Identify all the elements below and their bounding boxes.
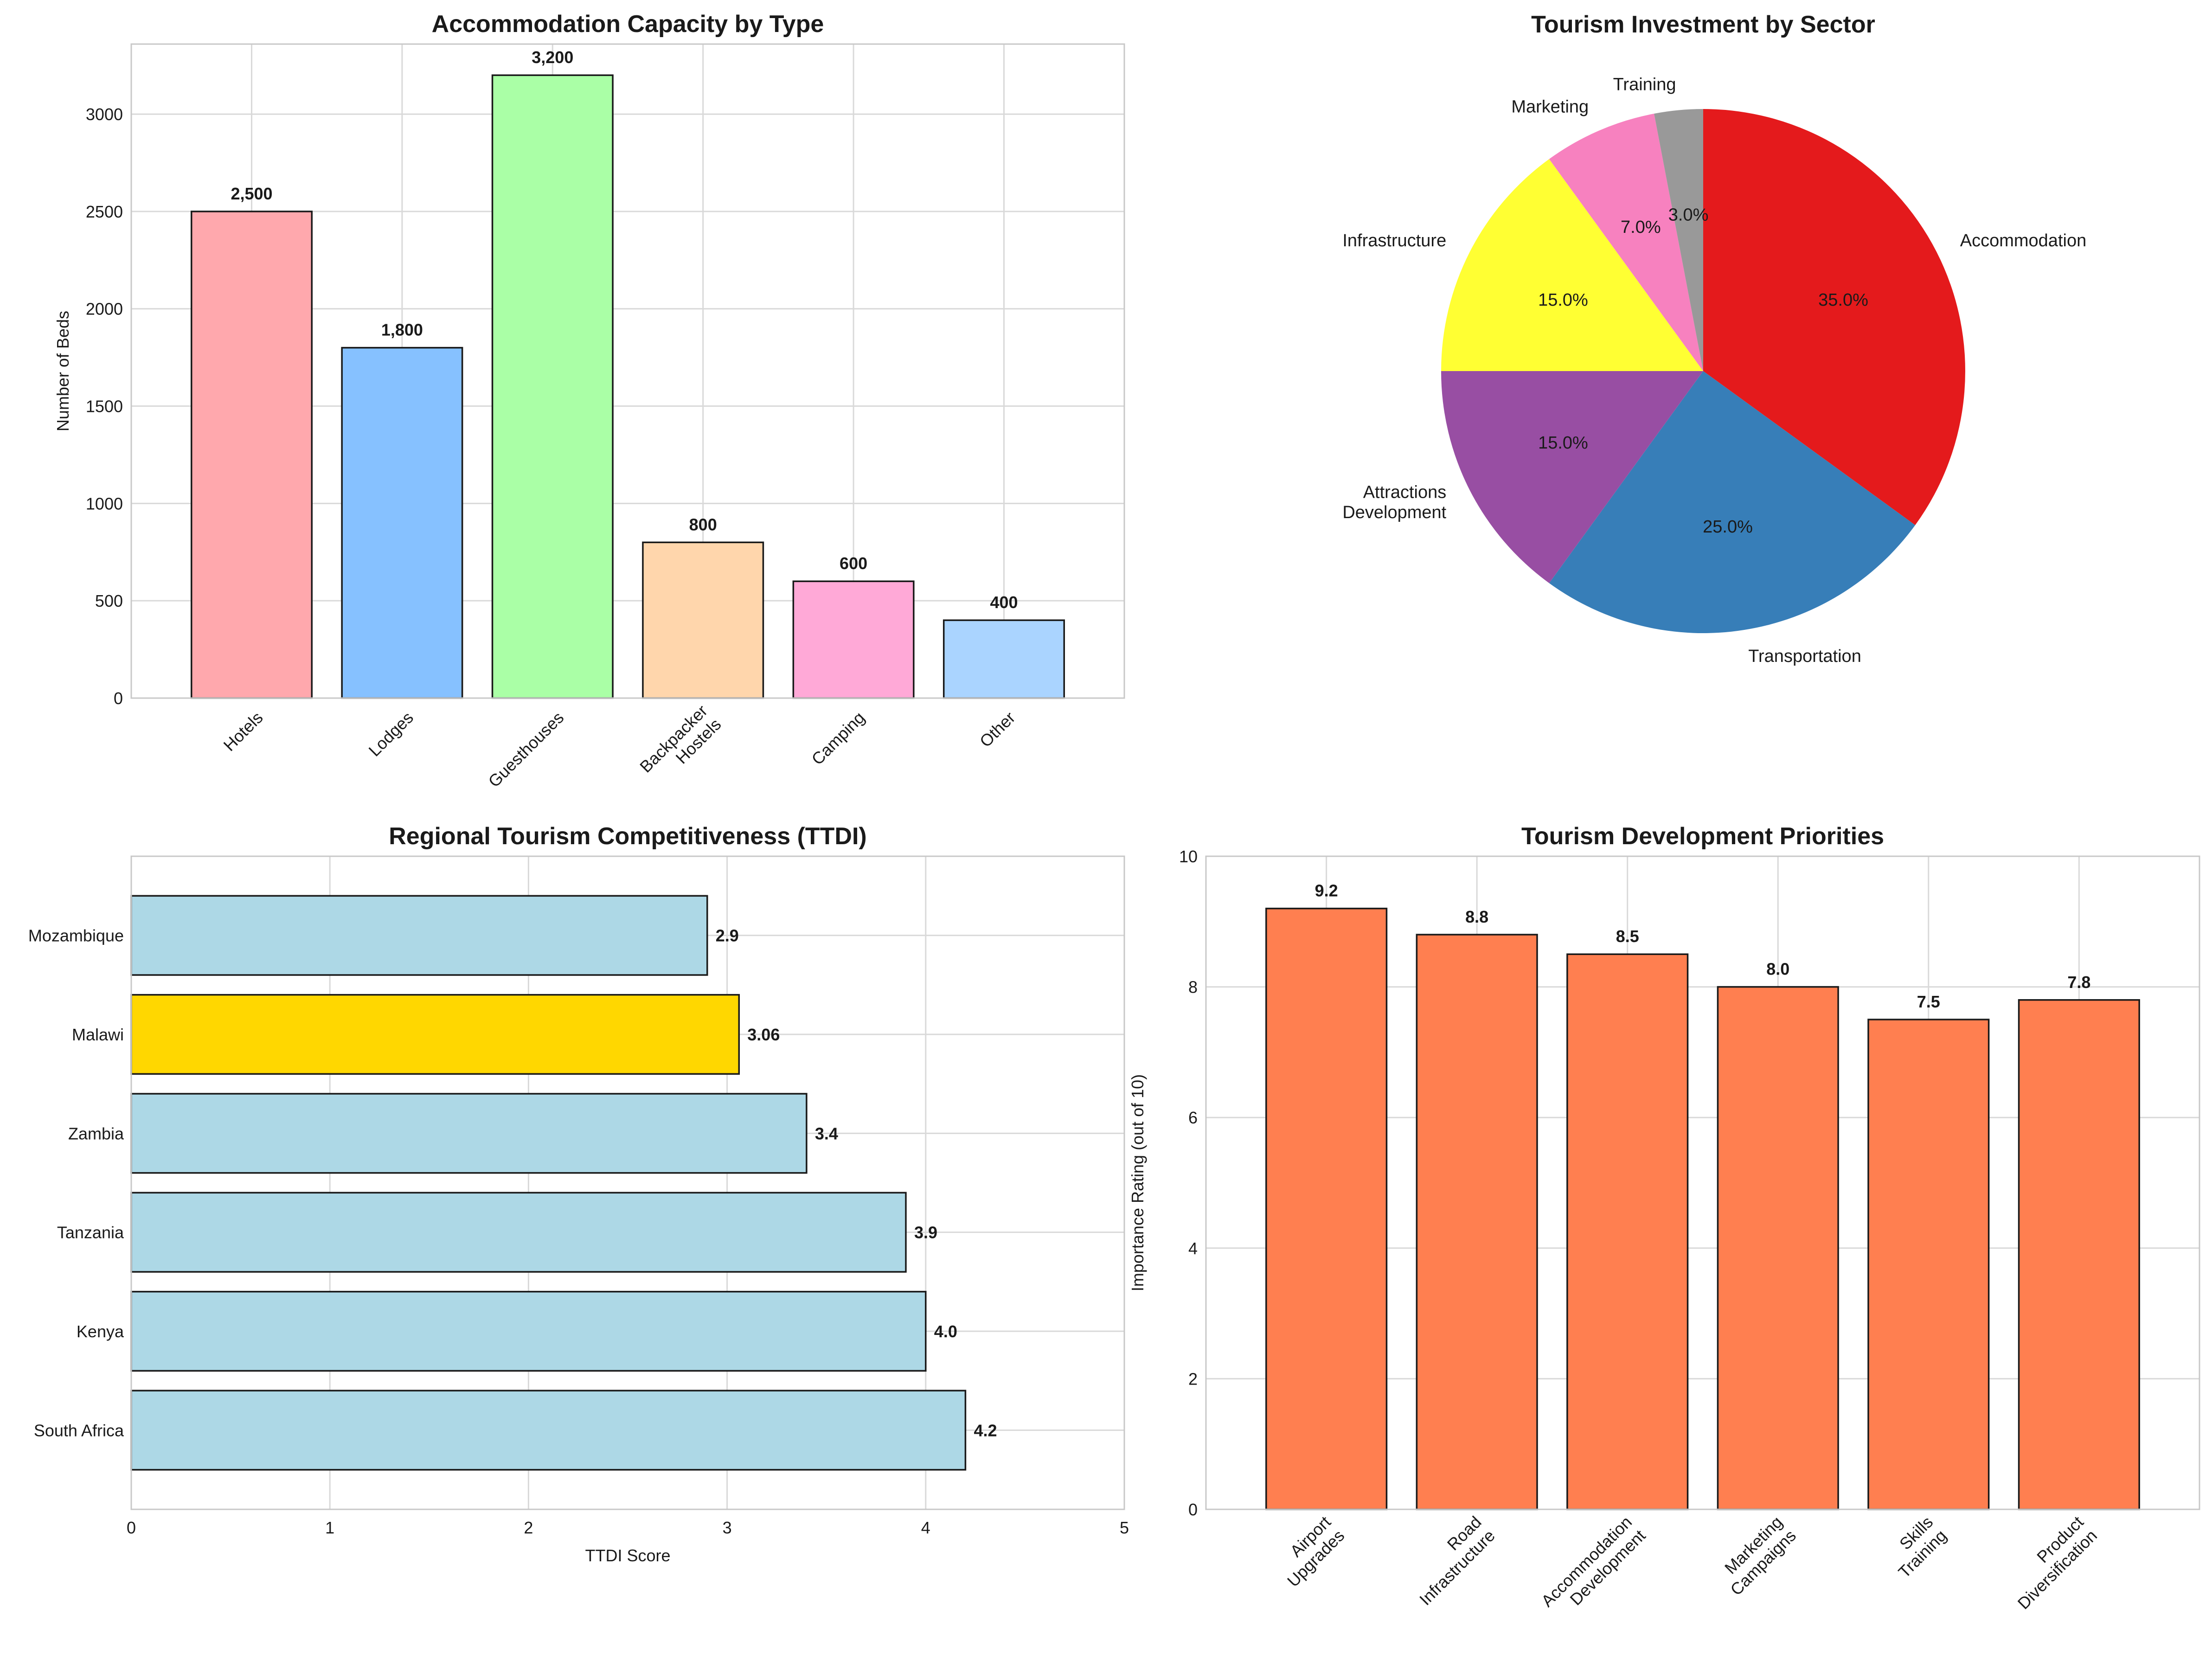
slice-label: Infrastructure <box>1342 231 1446 250</box>
bar-value-label: 2.9 <box>716 926 739 945</box>
x-tick-label: 2 <box>524 1518 533 1537</box>
bar-south-africa <box>130 1390 967 1471</box>
slice-label: Attractions Development <box>1342 482 1446 522</box>
bar-value-label: 7.8 <box>2067 973 2090 992</box>
x-tick-label: 1 <box>325 1518 334 1537</box>
y-tick-label: Zambia <box>68 1124 124 1143</box>
y-tick-label: 2 <box>1188 1369 1198 1388</box>
bar-value-label: 1,800 <box>381 321 423 340</box>
bar-value-label: 4.2 <box>974 1421 997 1440</box>
x-tick-label: 5 <box>1120 1518 1129 1537</box>
bar-kenya <box>130 1290 927 1372</box>
bar-camping <box>792 580 915 699</box>
bar-value-label: 400 <box>990 593 1018 612</box>
bar-product-diversification <box>2018 999 2140 1510</box>
bar-value-label: 7.5 <box>1917 992 1940 1011</box>
y-tick-label: 1000 <box>86 494 123 513</box>
y-tick-label: 8 <box>1188 978 1198 997</box>
bar-marketing-campaigns <box>1717 986 1839 1510</box>
bar-value-label: 3.4 <box>815 1124 838 1143</box>
x-tick-label: 3 <box>723 1518 732 1537</box>
slice-label: Transportation <box>1748 647 1861 666</box>
chart-title: Regional Tourism Competitiveness (TTDI) <box>389 823 866 850</box>
slice-label: Accommodation <box>1960 231 2086 250</box>
slice-label: Training <box>1613 75 1676 94</box>
bar-value-label: 600 <box>840 554 867 573</box>
y-tick-label: Malawi <box>72 1025 124 1044</box>
y-tick-label: 3000 <box>86 105 123 124</box>
slice-transportation <box>1549 371 1916 633</box>
y-axis-label: Importance Rating (out of 10) <box>1128 1074 1147 1291</box>
slice-percent-label: 7.0% <box>1621 218 1661 237</box>
y-tick-label: 2500 <box>86 202 123 221</box>
y-tick-label: 0 <box>114 689 123 708</box>
slice-label: Marketing <box>1511 97 1589 117</box>
y-tick-label: Tanzania <box>57 1223 124 1242</box>
bar-hotels <box>191 211 313 699</box>
slice-percent-label: 15.0% <box>1538 290 1588 310</box>
bar-road-infrastructure <box>1416 934 1538 1510</box>
y-tick-label: 1500 <box>86 397 123 416</box>
slice-percent-label: 35.0% <box>1818 290 1868 310</box>
bar-value-label: 800 <box>689 515 717 534</box>
x-tick-label: 0 <box>127 1518 136 1537</box>
y-axis-label: Number of Beds <box>53 311 72 431</box>
bar-zambia <box>130 1093 808 1174</box>
plot-frame <box>130 43 1125 699</box>
bar-malawi <box>130 994 740 1075</box>
bar-value-label: 3,200 <box>532 48 573 67</box>
slice-marketing <box>1549 114 1703 372</box>
y-tick-label: 2000 <box>86 300 123 319</box>
bar-tanzania <box>130 1192 907 1273</box>
chart-title: Tourism Investment by Sector <box>1531 11 1875 38</box>
bar-value-label: 8.5 <box>1616 927 1639 946</box>
y-tick-label: South Africa <box>34 1421 124 1440</box>
slice-training <box>1654 109 1703 371</box>
bar-skills-training <box>1867 1019 1990 1510</box>
chart-title: Tourism Development Priorities <box>1521 823 1884 850</box>
bar-value-label: 3.06 <box>747 1025 780 1044</box>
bar-accommodation-development <box>1566 953 1689 1510</box>
chart-title: Accommodation Capacity by Type <box>432 11 824 38</box>
y-tick-label: Kenya <box>77 1322 124 1341</box>
bar-value-label: 2,500 <box>231 184 272 203</box>
plot-frame <box>130 855 1125 1510</box>
bar-value-label: 9.2 <box>1315 881 1338 900</box>
slice-accommodation <box>1703 109 1966 526</box>
x-tick-label: 4 <box>921 1518 930 1537</box>
y-tick-label: Mozambique <box>28 926 124 945</box>
y-tick-label: 500 <box>95 591 123 610</box>
slice-infrastructure <box>1441 159 1703 371</box>
plot-frame <box>1205 855 2200 1510</box>
bar-value-label: 8.0 <box>1766 960 1789 979</box>
bar-value-label: 3.9 <box>914 1223 937 1242</box>
y-tick-label: 10 <box>1179 847 1198 866</box>
y-tick-label: 6 <box>1188 1108 1198 1127</box>
bar-value-label: 8.8 <box>1465 907 1488 926</box>
bar-airport-upgrades <box>1265 907 1388 1510</box>
bar-other <box>943 619 1065 699</box>
x-axis-label: TTDI Score <box>585 1546 670 1565</box>
slice-percent-label: 15.0% <box>1538 433 1588 453</box>
bar-backpacker-hostels <box>642 541 764 699</box>
bar-value-label: 4.0 <box>934 1322 957 1341</box>
tourism-investment-pie-chart: 35.0% Accommodation 25.0% Transportation 15.… <box>1342 11 2086 666</box>
y-tick-label: 0 <box>1188 1500 1198 1519</box>
accommodation-capacity-chart: 2,500 1,800 3,200 800 600 400 0 500 1000 1500 2000… <box>53 11 1125 791</box>
slice-attractions-development <box>1441 371 1703 584</box>
slice-percent-label: 25.0% <box>1703 517 1753 537</box>
regional-competitiveness-chart: 4.2 4.0 3.9 3.4 3.06 2.9 0 1 2 3 4 5 South Africa Ken… <box>28 823 1129 1565</box>
bar-guesthouses <box>491 74 614 699</box>
y-tick-label: 4 <box>1188 1239 1198 1258</box>
bar-lodges <box>341 346 463 699</box>
bar-mozambique <box>130 895 708 976</box>
slice-percent-label: 3.0% <box>1668 205 1709 225</box>
